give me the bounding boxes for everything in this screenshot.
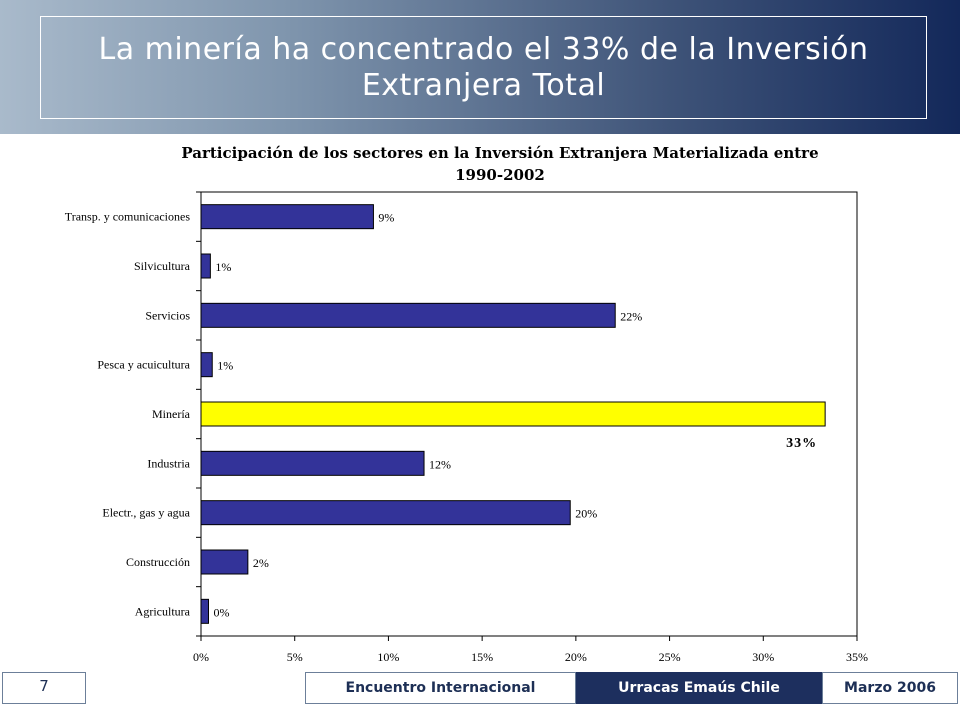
x-tick-label: 30% bbox=[752, 650, 774, 664]
category-label: Agricultura bbox=[135, 604, 191, 618]
footer-event: Encuentro Internacional bbox=[305, 672, 576, 704]
x-tick-label: 15% bbox=[471, 650, 493, 664]
header-band: La minería ha concentrado el 33% de la I… bbox=[0, 0, 960, 134]
bar-4 bbox=[200, 401, 826, 427]
category-label: Industria bbox=[147, 456, 190, 470]
x-tick-label: 35% bbox=[846, 650, 868, 664]
bar-2 bbox=[200, 302, 616, 328]
bar-chart: 0% 5% 10% 15% 20% 25% 30% 35% Transp. y comunica… bbox=[65, 191, 868, 664]
category-label: Servicios bbox=[145, 308, 190, 322]
bar-1 bbox=[200, 253, 211, 279]
title-box: La minería ha concentrado el 33% de la I… bbox=[40, 16, 927, 119]
chart-title: Participación de los sectores en la Inve… bbox=[181, 144, 819, 184]
data-label: 33% bbox=[786, 436, 817, 451]
category-label: Pesca y acuicultura bbox=[97, 358, 190, 372]
category-label: Electr., gas y agua bbox=[102, 506, 190, 520]
page-number: 7 bbox=[2, 672, 86, 704]
category-label: Transp. y comunicaciones bbox=[65, 210, 191, 224]
data-label: 0% bbox=[213, 605, 229, 619]
x-tick-label: 5% bbox=[287, 650, 303, 664]
category-label: Silvicultura bbox=[134, 259, 191, 273]
data-label: 22% bbox=[620, 309, 642, 323]
slide-title: La minería ha concentrado el 33% de la I… bbox=[98, 31, 869, 103]
x-tick-label: 10% bbox=[377, 650, 399, 664]
footer: 7 Encuentro Internacional Urracas Emaús … bbox=[0, 670, 960, 708]
bar-5 bbox=[200, 450, 425, 476]
data-label: 20% bbox=[575, 507, 597, 521]
x-tick-label: 0% bbox=[193, 650, 209, 664]
x-tick-label: 20% bbox=[565, 650, 587, 664]
footer-date: Marzo 2006 bbox=[822, 672, 958, 704]
bar-0 bbox=[200, 204, 374, 230]
category-label: Construcción bbox=[126, 555, 190, 569]
data-label: 9% bbox=[378, 211, 394, 225]
bar-7 bbox=[200, 549, 249, 575]
footer-organization: Urracas Emaús Chile bbox=[576, 672, 822, 704]
data-label: 1% bbox=[215, 260, 231, 274]
category-label: Minería bbox=[152, 407, 191, 421]
data-label: 12% bbox=[429, 457, 451, 471]
data-label: 2% bbox=[253, 556, 269, 570]
bar-3 bbox=[200, 352, 213, 378]
bar-6 bbox=[200, 500, 571, 526]
bar-8 bbox=[200, 598, 209, 624]
data-label: 1% bbox=[217, 359, 233, 373]
x-tick-label: 25% bbox=[659, 650, 681, 664]
